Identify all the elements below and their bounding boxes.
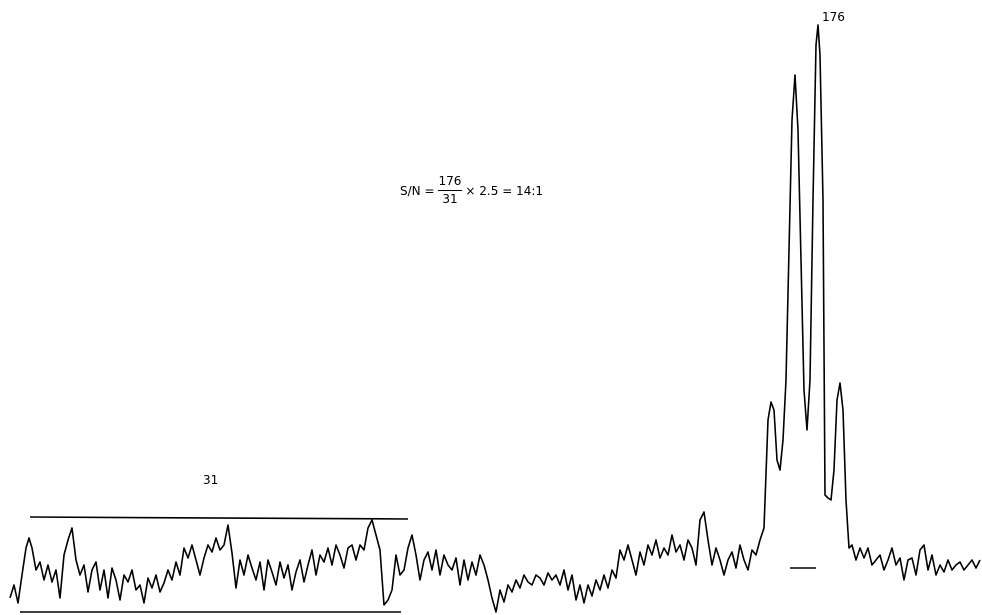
formula-numerator: 176	[437, 174, 463, 191]
noise-height-label: 31	[203, 473, 219, 487]
formula-rhs: × 2.5 = 14:1	[465, 183, 544, 198]
peak-height-label: 176	[822, 10, 845, 24]
formula-denominator: 31	[442, 192, 458, 206]
formula-lhs: S/N =	[400, 183, 435, 198]
formula-fraction: 176 31	[437, 174, 463, 207]
noise-upper-envelope-line	[29, 516, 409, 520]
signal-trace	[9, 24, 981, 613]
sn-formula: S/N = 176 31 × 2.5 = 14:1	[400, 174, 543, 207]
